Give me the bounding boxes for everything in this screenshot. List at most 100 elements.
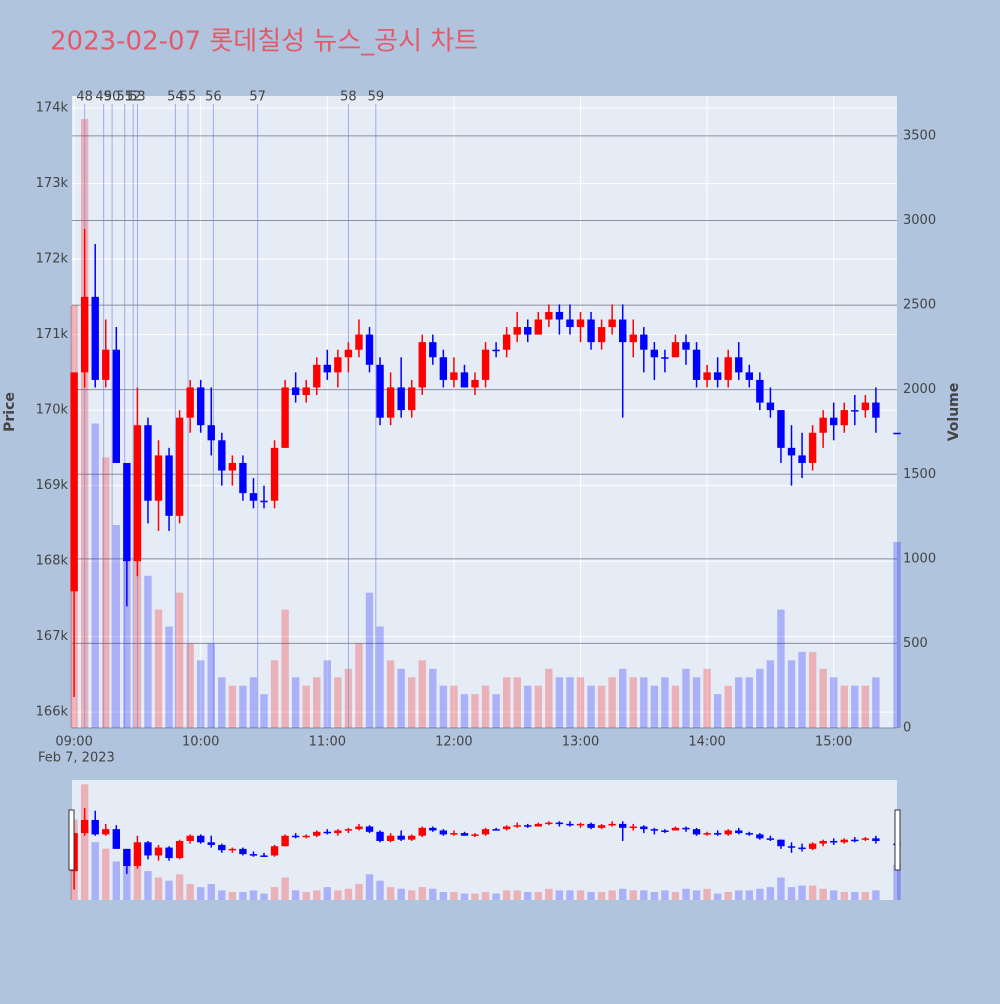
news-label: 57 xyxy=(249,90,266,105)
slider-volume-bar xyxy=(186,883,194,900)
volume-bar xyxy=(861,685,870,728)
volume-bar xyxy=(830,677,838,728)
slider-volume-bar xyxy=(619,888,627,900)
candle-body xyxy=(386,387,395,418)
candle-body xyxy=(808,843,817,849)
volume-bar xyxy=(513,677,521,728)
candle-body xyxy=(798,847,806,850)
candle-body xyxy=(397,387,405,411)
candle-body xyxy=(481,829,490,835)
slider-volume-bar xyxy=(481,891,490,900)
volume-bar xyxy=(650,685,659,728)
candle-body xyxy=(418,342,426,388)
candle-body xyxy=(249,493,258,501)
candle-body xyxy=(629,826,637,829)
candle-body xyxy=(671,827,680,831)
y2-tick-label: 1000 xyxy=(903,551,936,566)
volume-bar xyxy=(692,677,701,728)
volume-bar xyxy=(91,423,99,728)
volume-bar xyxy=(165,626,173,728)
slider-volume-bar xyxy=(787,887,796,900)
candle-body xyxy=(735,357,743,373)
volume-bar xyxy=(819,668,827,728)
slider-volume-bar xyxy=(545,888,553,900)
volume-bar xyxy=(175,592,184,728)
x-tick-label: 14:00 xyxy=(688,735,725,750)
volume-bar xyxy=(713,694,722,728)
candle-body xyxy=(270,846,279,856)
news-label: 49 xyxy=(95,90,112,105)
volume-bar xyxy=(787,660,796,728)
candle-body xyxy=(270,447,279,501)
slider-volume-bar xyxy=(460,893,469,900)
slider-volume-bar xyxy=(207,883,215,900)
y-tick-label: 171k xyxy=(36,327,69,342)
volume-bar xyxy=(777,609,785,728)
volume-bar xyxy=(555,677,564,728)
candle-body xyxy=(872,402,880,418)
slider-volume-bar xyxy=(808,885,817,900)
volume-bar xyxy=(840,685,848,728)
candle-body xyxy=(133,425,142,562)
volume-bar xyxy=(439,685,448,728)
slider-volume-bar xyxy=(861,891,870,900)
slider-volume-bar xyxy=(692,890,701,900)
volume-bar xyxy=(249,677,258,728)
candle-body xyxy=(429,827,437,831)
volume-bar xyxy=(851,685,859,728)
slider-volume-bar xyxy=(154,877,163,900)
volume-bar xyxy=(281,609,289,728)
volume-bar xyxy=(492,694,500,728)
slider-volume-bar xyxy=(587,891,595,900)
y2-tick-label: 3000 xyxy=(903,213,936,228)
candle-body xyxy=(650,349,659,358)
candle-body xyxy=(376,831,384,841)
candle-body xyxy=(175,840,184,859)
slider-volume-bar xyxy=(175,874,184,900)
candle-body xyxy=(745,372,753,380)
volume-bar xyxy=(756,668,764,728)
slider-volume-bar xyxy=(239,891,247,900)
slider-volume-bar xyxy=(851,891,859,900)
candle-body xyxy=(682,827,690,830)
slider-volume-bar xyxy=(640,890,648,900)
y-tick-label: 166k xyxy=(36,705,69,720)
slider-volume-bar xyxy=(534,891,542,900)
candle-body xyxy=(576,319,585,328)
slider-volume-bar xyxy=(249,890,258,900)
y2-tick-label: 500 xyxy=(903,636,928,651)
slider-volume-bar xyxy=(376,880,384,900)
slider-volume-bar xyxy=(429,888,437,900)
volume-bar xyxy=(270,660,279,728)
range-slider[interactable] xyxy=(72,780,897,900)
candle-body xyxy=(724,357,732,380)
slider-volume-bar xyxy=(502,890,511,900)
volume-bar xyxy=(144,575,152,728)
slider-volume-bar xyxy=(133,858,142,900)
candle-body xyxy=(80,819,89,834)
candle-body xyxy=(323,364,331,373)
volume-bar xyxy=(502,677,511,728)
candle-body xyxy=(70,372,78,592)
candle-body xyxy=(629,334,637,343)
candle-body xyxy=(692,829,701,835)
candle-body xyxy=(735,830,743,834)
plot-area xyxy=(72,96,897,728)
candle-body xyxy=(439,357,448,380)
slider-volume-bar xyxy=(144,871,152,900)
candle-body xyxy=(555,311,564,320)
candle-body xyxy=(281,387,289,448)
candle-body xyxy=(872,838,880,841)
candle-body xyxy=(787,846,796,848)
candle-body xyxy=(471,834,479,836)
candle-body xyxy=(830,840,838,843)
candle-body xyxy=(186,835,194,841)
volume-bar xyxy=(323,660,331,728)
volume-bar xyxy=(872,677,880,728)
volume-bar xyxy=(239,685,247,728)
candle-body xyxy=(481,349,490,380)
slider-volume-bar xyxy=(682,888,690,900)
slider-volume-bar xyxy=(334,890,342,900)
volume-bar xyxy=(355,643,363,728)
candle-body xyxy=(450,372,458,380)
